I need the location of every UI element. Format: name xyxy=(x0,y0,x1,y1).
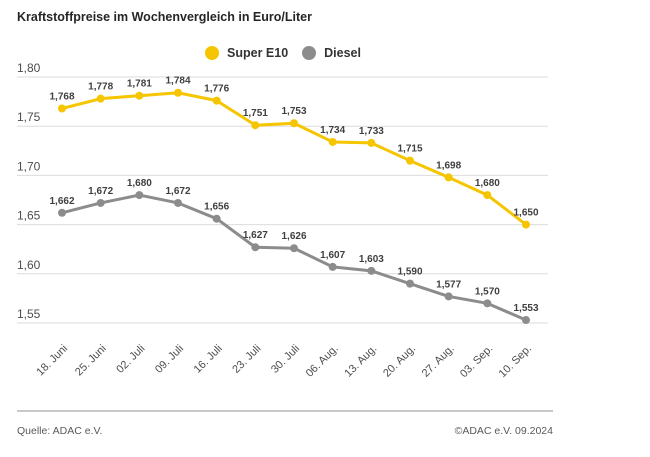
data-label: 1,662 xyxy=(49,196,74,207)
data-point xyxy=(135,91,144,100)
data-label: 1,626 xyxy=(281,231,306,242)
data-label: 1,650 xyxy=(513,208,538,219)
data-label: 1,570 xyxy=(475,286,500,297)
data-label: 1,577 xyxy=(436,279,461,290)
x-tick-label: 03. Sep. xyxy=(458,343,495,380)
x-tick-label: 13. Aug. xyxy=(342,343,379,380)
data-label: 1,768 xyxy=(49,91,74,102)
data-point xyxy=(483,191,492,200)
data-label: 1,734 xyxy=(320,125,345,136)
y-tick-label: 1,70 xyxy=(17,159,41,173)
data-point xyxy=(444,173,453,182)
x-tick-label: 06. Aug. xyxy=(304,343,341,380)
y-tick-label: 1,80 xyxy=(17,61,41,75)
x-tick-label: 20. Aug. xyxy=(381,343,418,380)
x-tick-label: 27. Aug. xyxy=(420,343,457,380)
data-label: 1,590 xyxy=(397,267,422,278)
x-tick-label: 10. Sep. xyxy=(497,343,534,380)
data-point xyxy=(290,119,298,128)
data-label: 1,778 xyxy=(88,82,113,93)
data-point xyxy=(96,94,105,103)
y-tick-label: 1,55 xyxy=(17,307,41,321)
data-point xyxy=(212,214,221,223)
data-point xyxy=(406,279,414,288)
data-point xyxy=(174,88,182,97)
x-tick-label: 02. Juli xyxy=(114,343,147,376)
copyright-label: ©ADAC e.V. 09.2024 xyxy=(454,425,553,437)
data-label: 1,603 xyxy=(359,254,384,265)
legend: Super E10 Diesel xyxy=(205,46,361,60)
y-tick-label: 1,60 xyxy=(17,258,41,272)
data-label: 1,784 xyxy=(165,76,190,87)
source-label: Quelle: ADAC e.V. xyxy=(17,425,103,437)
legend-item-diesel: Diesel xyxy=(302,46,361,60)
x-tick-label: 09. Juli xyxy=(153,343,186,376)
legend-item-super-e10: Super E10 xyxy=(205,46,288,60)
data-point xyxy=(367,266,376,275)
data-label: 1,672 xyxy=(88,186,113,197)
data-point xyxy=(174,198,182,207)
data-label: 1,698 xyxy=(436,160,461,171)
chart-title: Kraftstoffpreise im Wochenvergleich in E… xyxy=(17,10,312,24)
x-tick-label: 23. Juli xyxy=(230,343,263,376)
data-label: 1,680 xyxy=(127,178,152,189)
data-point xyxy=(522,220,530,229)
y-tick-label: 1,75 xyxy=(17,110,41,124)
data-label: 1,627 xyxy=(243,230,268,241)
data-point xyxy=(444,292,453,301)
data-label: 1,553 xyxy=(513,303,538,314)
x-tick-label: 25. Juni xyxy=(73,343,109,379)
x-tick-label: 18. Juni xyxy=(34,343,70,379)
data-label: 1,733 xyxy=(359,126,384,137)
data-label: 1,680 xyxy=(475,178,500,189)
data-label: 1,751 xyxy=(243,108,268,119)
data-label: 1,672 xyxy=(165,186,190,197)
data-point xyxy=(328,262,337,271)
y-tick-label: 1,65 xyxy=(17,209,41,223)
legend-label-diesel: Diesel xyxy=(324,46,361,60)
data-point xyxy=(212,96,221,105)
data-point xyxy=(135,191,144,200)
super-e10-dot-icon xyxy=(205,46,220,60)
data-point xyxy=(251,243,260,252)
data-point xyxy=(290,244,298,253)
diesel-dot-icon xyxy=(302,46,317,60)
x-tick-label: 30. Juli xyxy=(269,343,302,376)
data-point xyxy=(483,299,492,308)
data-point xyxy=(328,137,337,146)
data-point xyxy=(406,156,414,165)
data-label: 1,607 xyxy=(320,250,345,261)
footer-separator xyxy=(17,410,553,412)
data-point xyxy=(96,198,105,207)
data-point xyxy=(58,104,66,113)
data-label: 1,715 xyxy=(397,144,422,155)
series-line-diesel xyxy=(60,193,528,322)
data-label: 1,656 xyxy=(204,202,229,213)
data-label: 1,781 xyxy=(127,79,152,90)
data-point xyxy=(251,121,260,130)
data-label: 1,753 xyxy=(281,106,306,117)
data-point xyxy=(58,208,66,217)
data-label: 1,776 xyxy=(204,84,229,95)
data-point xyxy=(367,138,376,147)
legend-label-super-e10: Super E10 xyxy=(227,46,289,60)
x-tick-label: 16. Juli xyxy=(192,343,225,376)
data-point xyxy=(522,316,530,325)
